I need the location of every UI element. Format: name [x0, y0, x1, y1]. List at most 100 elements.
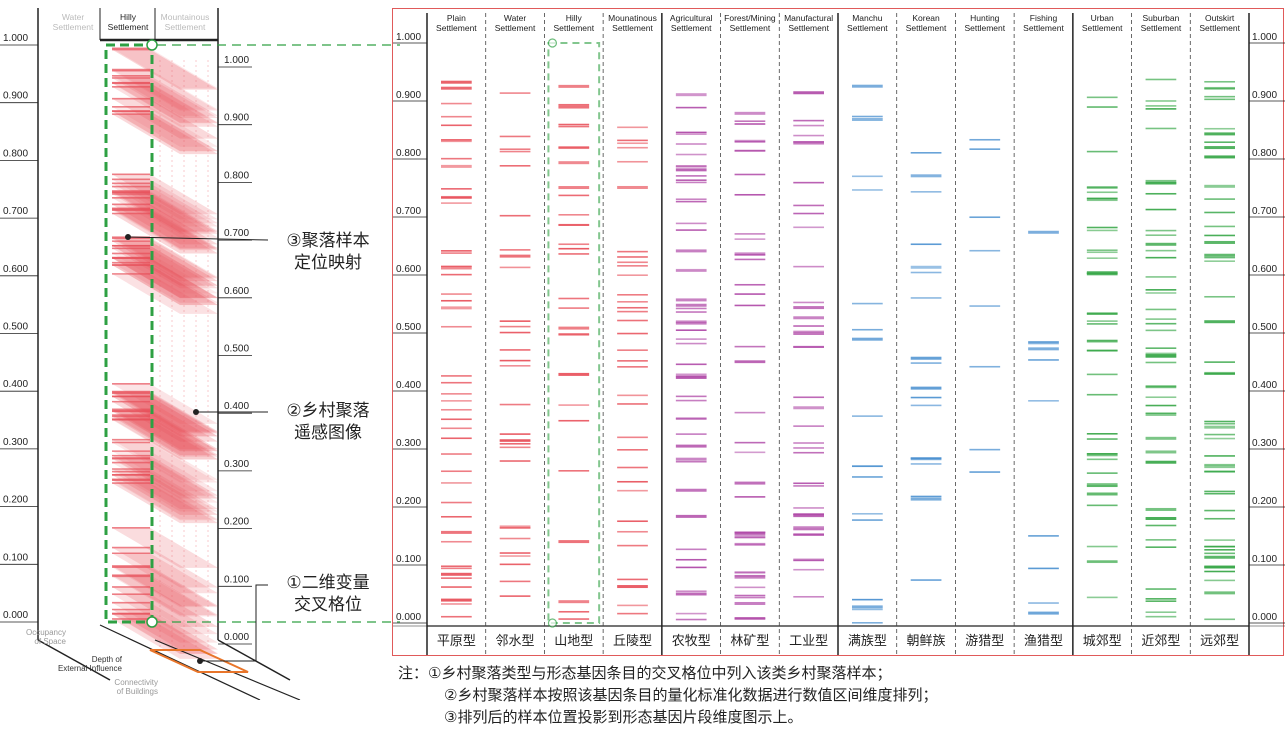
sample-bar-5: [734, 601, 766, 605]
base-line-3: [99, 624, 261, 700]
sample-bar-0: [441, 196, 472, 199]
sample-bar-4: [675, 548, 707, 551]
sample-bar-6: [793, 568, 824, 571]
sample-bar-2: [558, 470, 590, 472]
sample-bar-12: [1145, 450, 1177, 454]
sample-bar-11: [1086, 257, 1118, 259]
sample-bar-4: [675, 168, 707, 172]
sample-bar-11: [1086, 596, 1118, 599]
column-footer: 邻水型: [495, 634, 535, 649]
sample-bar-12: [1145, 329, 1177, 332]
left-y-tick-right: 0.000: [224, 632, 249, 643]
sample-bar-0: [441, 577, 472, 579]
y-tick-left: 1.000: [396, 32, 421, 43]
sample-bar-5: [734, 304, 766, 307]
sample-bar-1: [499, 349, 531, 351]
sample-bar-13: [1204, 295, 1235, 298]
sample-slice: [112, 209, 218, 250]
sample-bar-7: [852, 328, 883, 331]
sample-bar-13: [1204, 87, 1235, 90]
sample-bar-0: [441, 267, 472, 270]
sample-bar-7: [852, 175, 883, 178]
y-tick-left: 0.500: [396, 322, 421, 333]
sample-slice: [112, 474, 218, 515]
sample-bar-12: [1145, 396, 1177, 399]
sample-bar-0: [441, 86, 472, 90]
sample-bar-4: [675, 166, 707, 168]
sample-slice: [112, 401, 218, 442]
sample-slice: [112, 451, 218, 492]
sample-bar-1: [499, 365, 531, 367]
sample-bar-2: [558, 123, 590, 126]
sample-bar-11: [1086, 106, 1118, 108]
sample-bar-0: [441, 565, 472, 568]
sample-bar-12: [1145, 352, 1177, 356]
column-footer: 近郊型: [1141, 634, 1181, 649]
column-footer: 工业型: [789, 634, 829, 649]
sample-bar-8: [910, 386, 942, 390]
sample-bar-7: [852, 465, 883, 468]
footnotes: 注：①乡村聚落类型与形态基因条目的交叉格位中列入该类乡村聚落样本； ②乡村聚落样…: [398, 662, 937, 728]
sample-bar-11: [1086, 340, 1118, 343]
sample-bar-4: [675, 153, 707, 156]
left-y-tick: 0.100: [3, 552, 28, 563]
sample-bar-5: [734, 496, 766, 498]
sample-bar-11: [1086, 561, 1118, 564]
sample-bar-6: [793, 91, 824, 95]
sample-bar-11: [1086, 323, 1118, 325]
sample-bar-10: [1028, 567, 1059, 570]
sample-bar-3: [617, 480, 648, 483]
left-y-tick: 0.800: [3, 148, 28, 159]
sample-slice: [112, 82, 218, 123]
left-y-tick: 0.900: [3, 91, 28, 102]
sample-bar-0: [441, 470, 472, 473]
sample-bar-7: [852, 519, 883, 521]
sample-bar-12: [1145, 588, 1177, 590]
sample-bar-11: [1086, 339, 1118, 342]
sample-bar-5: [734, 618, 766, 620]
sample-bar-8: [910, 396, 942, 399]
sample-bar-2: [558, 372, 590, 376]
sample-bar-13: [1204, 98, 1235, 101]
sample-bar-4: [675, 93, 707, 97]
sample-bar-4: [675, 200, 707, 203]
sample-bar-5: [734, 238, 766, 240]
sample-bar-0: [441, 427, 472, 430]
sample-bar-0: [441, 572, 472, 576]
y-tick-left: 0.400: [396, 380, 421, 391]
sample-bar-3: [617, 261, 648, 264]
left-y-tick-right: 0.400: [224, 401, 249, 412]
sample-bar-9: [969, 148, 1001, 150]
sample-bar-2: [558, 214, 590, 216]
sample-bar-6: [793, 124, 824, 127]
sample-bar-0: [441, 140, 472, 143]
sample-bar-6: [793, 507, 824, 509]
sample-bar-1: [499, 403, 531, 406]
sample-bar-5: [734, 258, 766, 261]
sample-bar-12: [1145, 354, 1177, 358]
sample-slice: [112, 98, 218, 139]
sample-slice: [112, 393, 218, 434]
sample-bar-7: [852, 622, 883, 624]
hilly-highlight-box: [547, 42, 601, 624]
sample-bar-6: [793, 514, 824, 518]
sample-bar-2: [558, 84, 590, 88]
sample-bar-3: [617, 185, 648, 189]
sample-bar-13: [1204, 549, 1235, 551]
sample-bar-0: [441, 164, 472, 168]
sample-slice: [112, 565, 218, 606]
sample-bar-12: [1145, 192, 1177, 195]
sample-bar-5: [734, 149, 766, 152]
sample-bar-1: [499, 446, 531, 449]
sample-bar-4: [675, 229, 707, 231]
base-line-1: [37, 639, 111, 681]
y-tick-right: 0.600: [1252, 264, 1277, 275]
sample-bar-10: [1028, 359, 1059, 361]
left-y-tick-right: 0.800: [224, 170, 249, 181]
sample-bar-12: [1145, 611, 1177, 614]
sample-bar-4: [675, 198, 707, 201]
sample-bar-3: [617, 612, 648, 615]
sample-bar-13: [1204, 552, 1235, 555]
sample-bar-10: [1028, 341, 1059, 343]
sample-slice: [112, 483, 218, 524]
